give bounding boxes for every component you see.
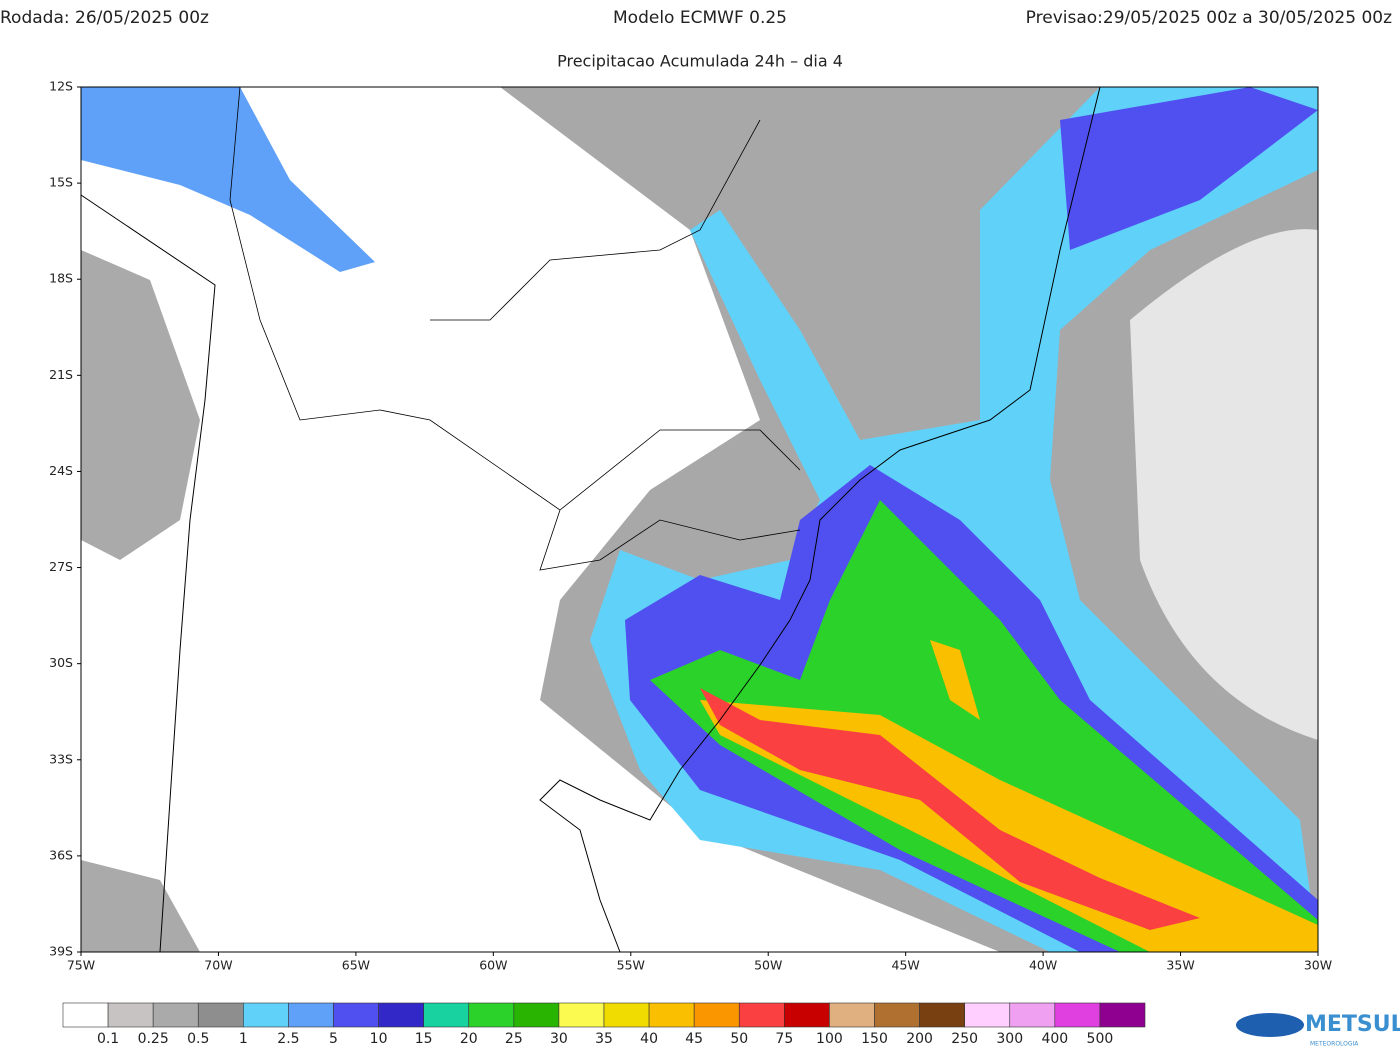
colorbar-label: 10 xyxy=(370,1031,388,1047)
precip-light xyxy=(1130,229,1318,740)
precip-yellow xyxy=(700,640,1318,952)
colorbar-swatch xyxy=(874,1002,920,1028)
colorbar-label: 40 xyxy=(640,1031,658,1047)
colorbar-label: 300 xyxy=(996,1031,1023,1047)
lon-label: 35W xyxy=(1166,958,1194,973)
colorbar-label: 30 xyxy=(550,1031,568,1047)
colorbar-label: 1 xyxy=(239,1031,248,1047)
lat-label: 39S xyxy=(49,944,73,959)
lat-label: 18S xyxy=(49,271,73,286)
logo: METSUL METEOROLOGIA xyxy=(1236,1012,1400,1048)
colorbar-label: 25 xyxy=(505,1031,523,1047)
colorbar-swatch xyxy=(197,1002,244,1028)
colorbar-swatch xyxy=(468,1002,515,1028)
lat-label: 30S xyxy=(49,655,73,670)
colorbar-swatch xyxy=(423,1002,470,1028)
colorbar-label: 0.5 xyxy=(187,1031,209,1047)
precip-gray-left xyxy=(81,250,200,952)
colorbar-swatch xyxy=(1054,1002,1101,1028)
lat-label: 24S xyxy=(49,463,73,478)
lat-label: 12S xyxy=(49,79,73,94)
colorbar-swatch xyxy=(62,1002,109,1028)
colorbar-label: 200 xyxy=(906,1031,933,1047)
borders xyxy=(229,86,801,571)
colorbar-swatch xyxy=(152,1002,199,1028)
lon-label: 70W xyxy=(204,958,232,973)
precip-lightblue-nw xyxy=(81,87,375,272)
lon-label: 60W xyxy=(479,958,507,973)
coastline xyxy=(80,86,1101,953)
colorbar-label: 2.5 xyxy=(277,1031,299,1047)
colorbar-swatch xyxy=(603,1002,650,1028)
colorbar-label: 75 xyxy=(775,1031,793,1047)
colorbar-label: 15 xyxy=(415,1031,433,1047)
logo-subtitle: METEOROLOGIA xyxy=(1310,1041,1359,1048)
colorbar-swatch xyxy=(784,1002,830,1028)
colorbar-label: 150 xyxy=(861,1031,888,1047)
lon-label: 75W xyxy=(67,958,95,973)
colorbar-label: 100 xyxy=(816,1031,843,1047)
lon-label: 65W xyxy=(342,958,370,973)
colorbar-swatch xyxy=(333,1002,379,1028)
colorbar-label: 0.25 xyxy=(138,1031,169,1047)
colorbar-label: 35 xyxy=(595,1031,613,1047)
lon-label: 40W xyxy=(1029,958,1057,973)
colorbar-label: 400 xyxy=(1041,1031,1068,1047)
colorbar-label: 5 xyxy=(329,1031,338,1047)
colorbar-label: 500 xyxy=(1087,1031,1114,1047)
colorbar-swatch xyxy=(964,1002,1011,1028)
colorbar-swatch xyxy=(558,1002,605,1028)
colorbar-swatch xyxy=(378,1002,424,1028)
colorbar-label: 0.1 xyxy=(97,1031,119,1047)
precip-field xyxy=(81,87,1318,952)
colorbar-swatch xyxy=(107,1002,154,1028)
map-frame xyxy=(80,86,1319,953)
logo-globe xyxy=(1236,1013,1304,1037)
colorbar-swatch xyxy=(738,1002,785,1028)
lon-label: 30W xyxy=(1304,958,1332,973)
colorbar-swatch xyxy=(829,1002,875,1028)
colorbar-label: 50 xyxy=(730,1031,748,1047)
logo-name: METSUL xyxy=(1305,1012,1400,1037)
run-label: Rodada: 26/05/2025 00z xyxy=(0,8,209,28)
precip-green xyxy=(650,500,1318,952)
model-label: Modelo ECMWF 0.25 xyxy=(613,8,787,28)
colorbar-label: 20 xyxy=(460,1031,478,1047)
colorbar-swatch xyxy=(243,1002,289,1028)
lat-label: 27S xyxy=(49,559,73,574)
lon-label: 55W xyxy=(617,958,645,973)
colorbar-swatch xyxy=(1009,1002,1056,1028)
subtitle: Precipitacao Acumulada 24h – dia 4 xyxy=(557,52,843,71)
lat-label: 36S xyxy=(49,847,73,862)
lon-label: 45W xyxy=(892,958,920,973)
precip-red xyxy=(700,688,1200,930)
colorbar-label: 250 xyxy=(951,1031,978,1047)
colorbar-swatch xyxy=(288,1002,334,1028)
colorbar-swatch xyxy=(693,1002,740,1028)
colorbar-swatch xyxy=(648,1002,695,1028)
lon-label: 50W xyxy=(754,958,782,973)
lat-label: 15S xyxy=(49,175,73,190)
colorbar-label: 45 xyxy=(685,1031,703,1047)
colorbar-swatch xyxy=(919,1002,965,1028)
colorbar-swatch xyxy=(1099,1002,1146,1028)
lat-label: 21S xyxy=(49,367,73,382)
lat-label: 33S xyxy=(49,751,73,766)
forecast-label: Previsao:29/05/2025 00z a 30/05/2025 00z xyxy=(1026,8,1392,28)
colorbar-swatch xyxy=(513,1002,560,1028)
